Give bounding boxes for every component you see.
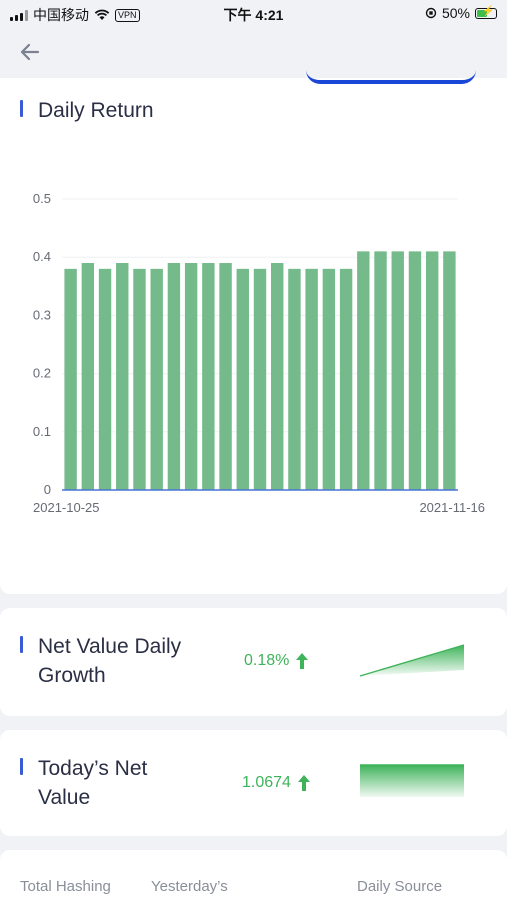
todays-net-value-title-line1: Today’s Net — [38, 757, 148, 780]
y-tick-label: 0.4 — [33, 249, 51, 264]
daily-return-title: Daily Return — [38, 99, 154, 122]
yesterdays-label: Yesterday’s — [151, 878, 228, 895]
section-marker — [20, 636, 23, 653]
chart-bar — [184, 263, 198, 490]
battery-icon: ⚡ — [475, 6, 497, 19]
growth-value-text: 0.18% — [244, 652, 290, 669]
section-marker — [20, 100, 23, 117]
net-value-text: 1.0674 — [242, 774, 291, 791]
chart-bar — [339, 268, 353, 490]
tab-indicator — [306, 70, 476, 84]
y-tick-label: 0.5 — [33, 191, 51, 206]
net-value-growth-title-line2: Growth — [38, 664, 106, 687]
status-time: 下午 4:21 — [223, 7, 284, 23]
chart-bar — [133, 268, 146, 490]
chart-bar — [425, 251, 439, 490]
chart-bar — [443, 251, 456, 490]
arrow-up-icon — [296, 653, 309, 669]
chart-bar — [219, 263, 232, 490]
vpn-badge: VPN — [115, 8, 140, 22]
chart-bar — [271, 263, 284, 490]
chart-bar — [81, 263, 95, 490]
net-value-sparkline — [360, 764, 464, 797]
x-tick-label-end: 2021-11-16 — [419, 500, 485, 515]
todays-net-value-header: Today’s Net Value — [20, 754, 147, 812]
y-tick-label: 0.1 — [33, 424, 51, 439]
daily-source-label: Daily Source — [357, 878, 443, 895]
orientation-lock-icon — [425, 7, 437, 19]
wifi-icon — [94, 9, 110, 20]
chart-bar — [391, 251, 404, 490]
chart-bar — [357, 251, 370, 490]
daily-return-card: Daily Return 0.5 0.4 0.3 0.2 0.1 0 2021-10-25 2… — [0, 78, 507, 594]
nav-bar — [0, 28, 507, 78]
total-hashing-label: Total Hashing — [20, 878, 111, 895]
chart-bar — [116, 263, 129, 490]
daily-return-header: Daily Return — [20, 96, 154, 125]
status-bar: 中国移动 VPN 下午 4:21 50% ⚡ — [0, 0, 507, 28]
daily-return-chart: 0.5 0.4 0.3 0.2 0.1 0 2021-10-25 2021-11-16 — [33, 191, 485, 515]
carrier-label: 中国移动 — [33, 7, 89, 23]
signal-icon — [10, 9, 28, 21]
section-marker — [20, 758, 23, 775]
net-value-growth-header: Net Value Daily Growth — [20, 632, 181, 690]
bottom-stats-card: Total Hashing Yesterday’s Daily Source — [0, 850, 507, 900]
growth-sparkline — [359, 644, 465, 677]
chart-bar — [167, 263, 181, 490]
chart-bar — [374, 251, 387, 490]
chart-bar — [408, 251, 422, 490]
todays-net-value-title-line2: Value — [38, 786, 91, 809]
chart-bar — [236, 268, 249, 490]
chart-bar — [305, 268, 318, 490]
y-tick-label: 0.2 — [33, 366, 51, 381]
chart-bar — [288, 268, 301, 490]
net-value-growth-value: 0.18% — [244, 652, 309, 670]
chart-tick-labels: 0.5 0.4 0.3 0.2 0.1 0 2021-10-25 2021-11-16 — [33, 191, 485, 515]
chart-bar — [202, 263, 215, 490]
battery-percent: 50% — [441, 5, 470, 21]
chart-bar — [253, 268, 267, 490]
chart-bar — [64, 268, 77, 490]
chart-bar — [150, 268, 163, 490]
chart-bar — [322, 268, 336, 490]
arrow-up-icon — [297, 775, 310, 791]
y-tick-label: 0 — [44, 482, 51, 497]
back-arrow-icon[interactable] — [16, 38, 44, 66]
chart-bars — [64, 251, 456, 490]
net-value-growth-card[interactable]: Net Value Daily Growth 0.18% — [0, 608, 507, 716]
chart-bar — [98, 268, 112, 490]
y-tick-label: 0.3 — [33, 307, 51, 322]
x-tick-label-start: 2021-10-25 — [33, 500, 100, 515]
todays-net-value-value: 1.0674 — [242, 774, 311, 792]
net-value-growth-title-line1: Net Value Daily — [38, 635, 182, 658]
todays-net-value-card[interactable]: Today’s Net Value 1.0674 — [0, 730, 507, 836]
